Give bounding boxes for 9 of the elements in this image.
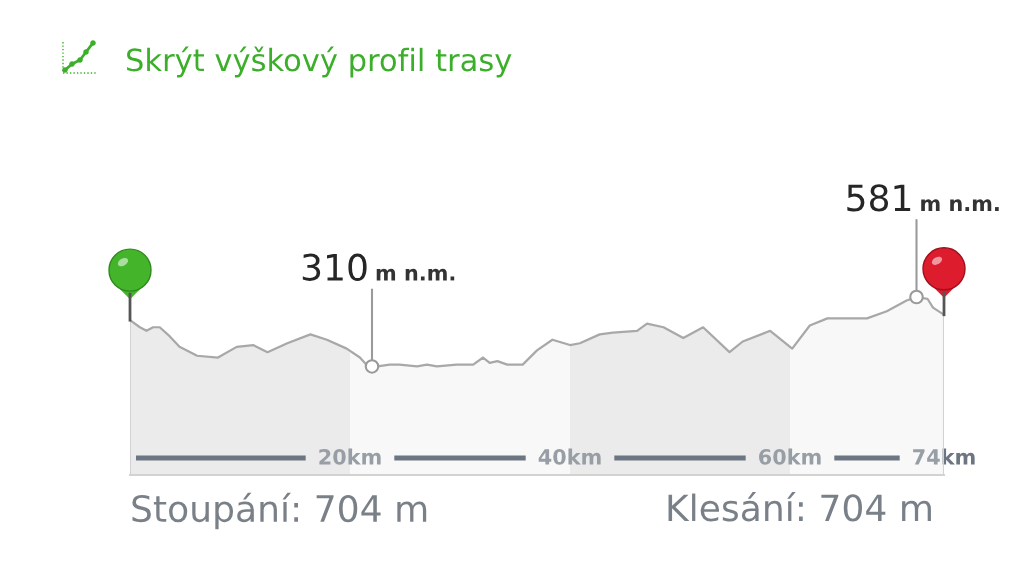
x-tick-label: 74km (913, 448, 975, 465)
x-tick-label: 40km (538, 448, 601, 465)
annotation: 310 m n.m. (302, 253, 455, 281)
text: Stoupání: 704 m (132, 492, 427, 530)
annotation: 581 m n.m. (847, 184, 999, 212)
x-tick-label: 60km (759, 448, 821, 465)
x-tick-label: 20km (319, 448, 381, 465)
chart-title: Skrýt výškový profil trasy (127, 46, 512, 78)
text: Klesání: 704 m (668, 492, 931, 522)
